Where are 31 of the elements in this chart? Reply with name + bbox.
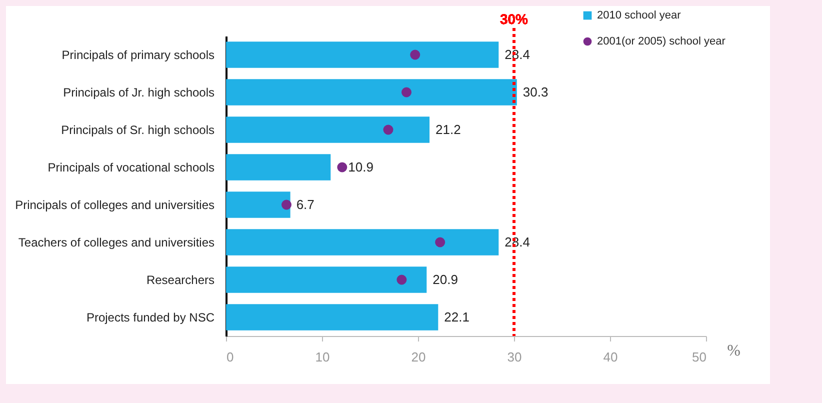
x-tick-label: 50 <box>692 350 706 364</box>
x-tick-label: 40 <box>603 350 618 364</box>
x-tick-label: 20 <box>411 350 426 364</box>
point <box>396 274 407 285</box>
y-tick-label: Projects funded by NSC <box>86 310 215 324</box>
data-label: 20.9 <box>432 272 458 287</box>
data-label: 6.7 <box>296 196 314 212</box>
x-tick-label: 30 <box>507 350 522 364</box>
x-tick-label: 0 <box>226 350 234 364</box>
point <box>401 87 412 98</box>
y-tick-label: Researchers <box>146 272 214 287</box>
y-tick-label: Principals of colleges and universities <box>15 198 214 212</box>
y-tick-label: Principals of vocational schools <box>48 160 214 174</box>
data-label: 21.2 <box>436 122 461 137</box>
point <box>383 124 394 135</box>
y-tick-label: Principals of primary schools <box>62 48 214 62</box>
x-axis-title: % <box>727 342 740 360</box>
y-tick-label: Principals of Sr. high schools <box>61 122 214 137</box>
x-tick-label: 10 <box>315 350 330 364</box>
y-tick-label: Principals of Jr. high schools <box>63 85 214 100</box>
point <box>410 50 420 60</box>
legend-label: 2010 school year <box>597 10 682 22</box>
legend-label: 2001(or 2005) school year <box>597 36 726 48</box>
point <box>337 162 348 172</box>
ref-line-label: 30% <box>500 11 529 27</box>
point <box>435 237 446 248</box>
point <box>281 200 292 210</box>
data-label: 30.3 <box>522 84 548 100</box>
data-label: 22.1 <box>444 309 470 324</box>
data-label: 10.9 <box>348 159 374 174</box>
y-tick-label: Teachers of colleges and universities <box>18 235 214 250</box>
